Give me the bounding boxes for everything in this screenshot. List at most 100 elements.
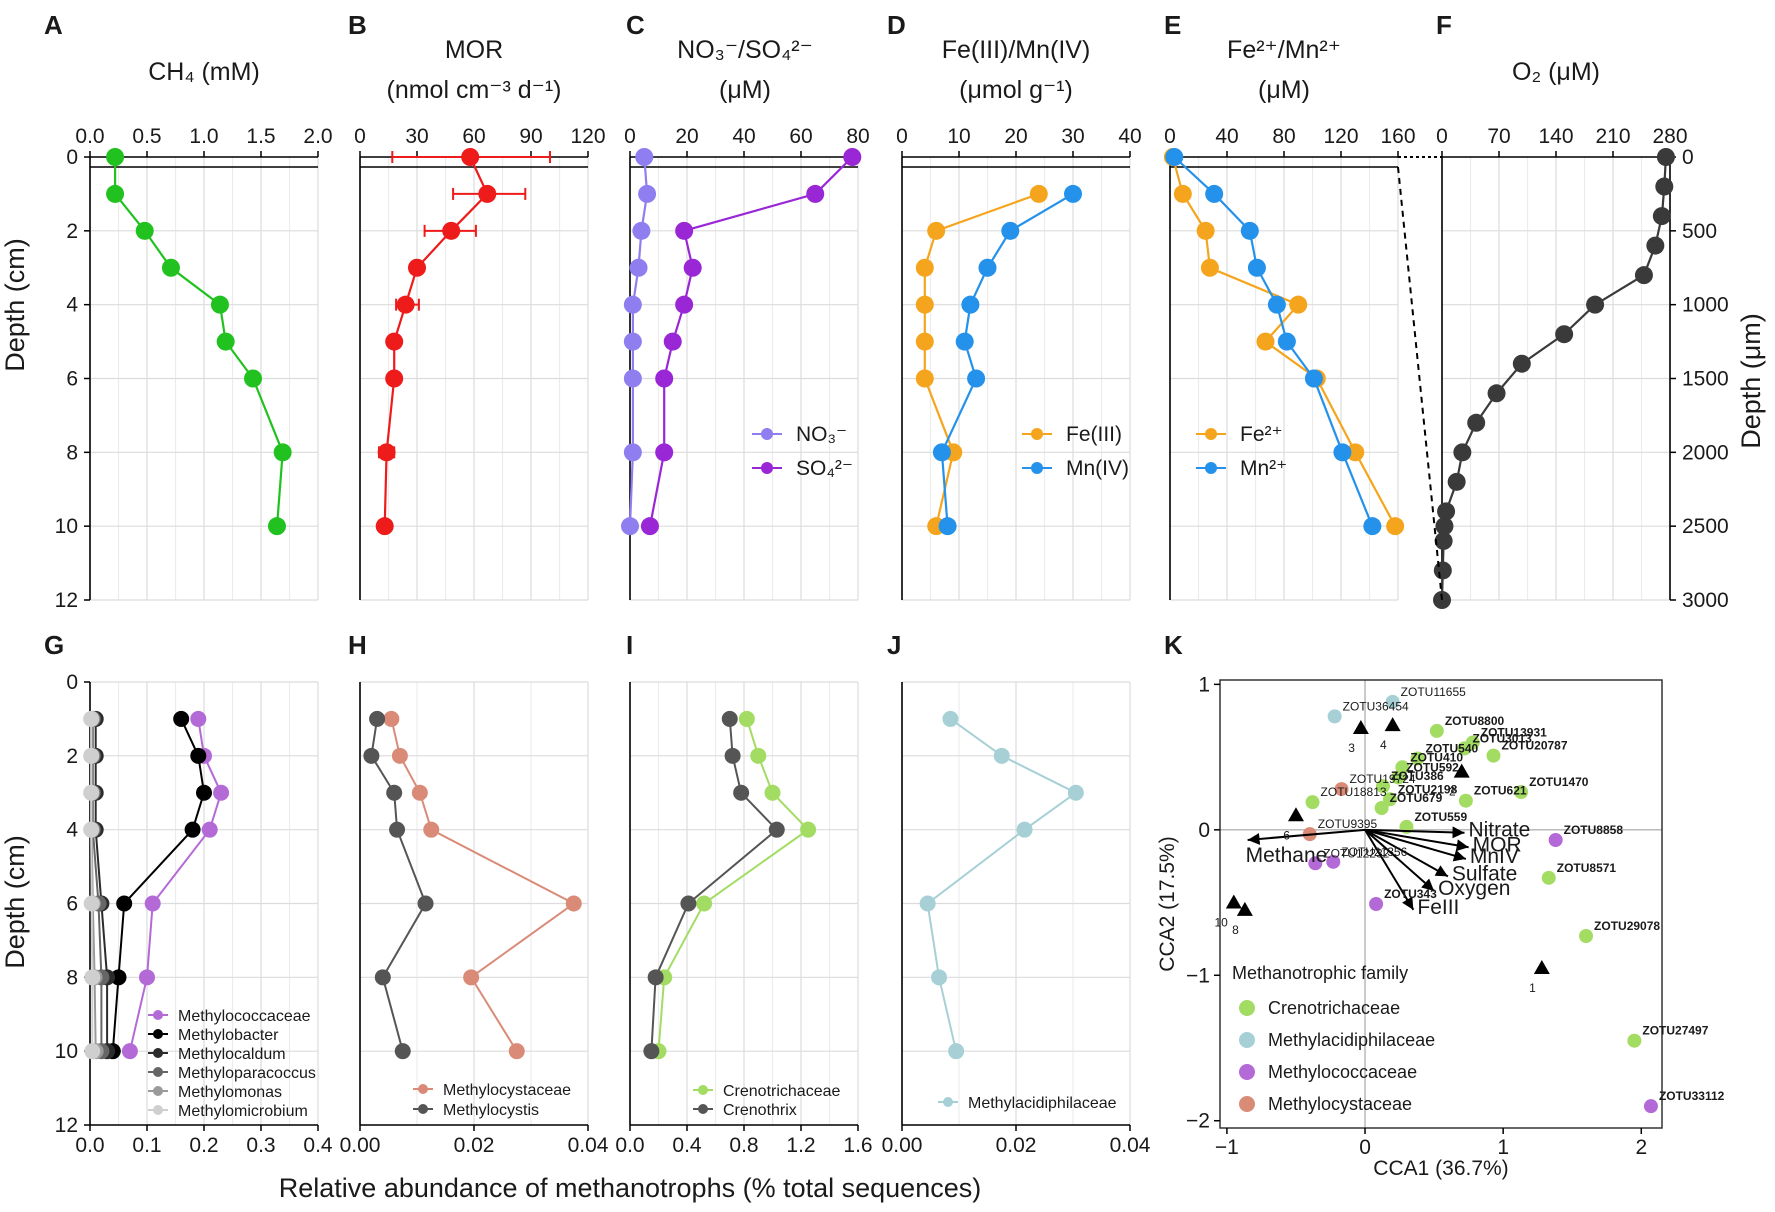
data-point-H-Methylocystis — [374, 969, 391, 986]
data-point-A-CH4 — [267, 517, 286, 536]
cca-env-vector-label: MOR — [1473, 833, 1522, 856]
shared-x-axis-label: Relative abundance of methanotrophs (% t… — [279, 1173, 981, 1203]
panel-letter-K: K — [1164, 630, 1183, 660]
data-point-H-Methylocystaceae — [508, 1043, 525, 1060]
data-point-C-SO42- — [640, 517, 659, 536]
y-tick-label-F: 500 — [1682, 220, 1717, 243]
x-tick-label-H: 0.02 — [454, 1134, 495, 1157]
y-tick-label-G: 2 — [66, 745, 78, 768]
data-point-D-FeIII — [915, 332, 934, 351]
y-tick-label-G: 4 — [66, 819, 78, 842]
data-point-C-NO3- — [635, 148, 654, 166]
cca-sample-triangle — [1225, 894, 1242, 909]
data-point-D-MnIV — [961, 295, 980, 314]
data-point-G-Methylococcaceae — [144, 895, 161, 912]
cca-sample-triangle — [1533, 960, 1550, 974]
x-tick-label-K: 2 — [1635, 1136, 1647, 1159]
data-point-H-Methylocystaceae — [423, 821, 440, 838]
x-tick-label-A: 2.0 — [303, 125, 332, 148]
cca-env-vector-label: Nitrate — [1468, 819, 1530, 842]
legend-key-dot-G — [153, 1105, 163, 1115]
data-point-C-NO3- — [629, 258, 648, 277]
x-tick-label-J: 0.02 — [996, 1134, 1037, 1157]
data-point-D-FeIII — [927, 221, 946, 240]
data-point-B-MOR — [478, 184, 497, 203]
data-point-C-SO42- — [655, 369, 674, 388]
cca-otu-label: ZOTU21356 — [1341, 845, 1407, 859]
data-point-E-Mn2+ — [1205, 184, 1224, 203]
cca-env-vector — [1247, 828, 1366, 845]
cca-legend-dot — [1239, 1096, 1255, 1112]
cca-otu-point — [1643, 1099, 1658, 1114]
cca-otu-point — [1579, 929, 1594, 943]
legend-key-dot-G — [153, 1029, 163, 1039]
cca-legend-dot — [1239, 1064, 1255, 1080]
data-point-F-O2 — [1655, 177, 1674, 196]
data-point-J-Methylacidiphilaceae — [948, 1043, 965, 1060]
cca-otu-point — [1334, 782, 1349, 797]
data-point-D-MnIV — [1001, 221, 1020, 240]
panel-letter-E: E — [1164, 10, 1181, 40]
data-point-G-Methylococcaceae — [213, 784, 230, 801]
data-point-F-O2 — [1433, 591, 1451, 609]
data-point-J-Methylacidiphilaceae — [1067, 784, 1084, 801]
cca-otu-label: ZOTU410 — [1410, 750, 1463, 764]
data-point-B-MOR — [385, 369, 404, 388]
data-point-B-MOR — [377, 443, 396, 462]
y-tick-label-F: 1000 — [1682, 294, 1729, 317]
cca-otu-label: ZOTU540 — [1426, 742, 1479, 756]
cca-otu-label: ZOTU19724 — [1350, 772, 1416, 786]
cca-otu-label: ZOTU13931 — [1481, 726, 1547, 740]
cca-sample-label: 4 — [1380, 738, 1387, 752]
data-point-E-Fe2+ — [1386, 517, 1405, 536]
x-tick-label-B: 90 — [519, 125, 542, 148]
data-point-E-Fe2+ — [1196, 221, 1215, 240]
cca-legend-label: Methylacidiphilaceae — [1268, 1030, 1435, 1050]
data-point-G-Methylomicrobium — [83, 895, 100, 912]
cca-otu-label: ZOTU18813 — [1321, 785, 1387, 799]
legend-label-G: Methylomicrobium — [178, 1103, 308, 1120]
data-point-A-CH4 — [273, 443, 292, 462]
cca-otu-point — [1458, 793, 1473, 808]
legend-label-C: NO₃⁻ — [796, 423, 847, 446]
legend-key-dot-I — [698, 1085, 708, 1095]
data-point-H-Methylocystaceae — [565, 895, 582, 912]
cca-sample-triangle — [1287, 807, 1304, 822]
legend-key-dot-G — [153, 1067, 163, 1077]
cca-otu-point — [1326, 854, 1341, 869]
data-point-D-FeIII — [915, 369, 934, 388]
legend-key-dot-G — [153, 1010, 163, 1020]
data-point-C-NO3- — [623, 295, 642, 314]
x-tick-label-G: 0.2 — [189, 1134, 218, 1157]
panel-title-D: Fe(III)/Mn(IV) — [942, 36, 1091, 64]
cca-frame — [1219, 679, 1663, 1129]
data-point-H-Methylocystaceae — [411, 784, 428, 801]
left-y-axis-label-top: Depth (cm) — [0, 238, 30, 372]
data-point-F-O2 — [1433, 561, 1452, 580]
data-point-F-O2 — [1656, 148, 1675, 166]
data-point-G-Methylomicrobium — [84, 1043, 101, 1060]
cca-legend-dot — [1239, 1000, 1255, 1016]
legend-label-I: Crenothrix — [723, 1102, 797, 1119]
cca-otu-label: ZOTU8800 — [1445, 714, 1505, 728]
cca-legend-label: Methylococcaceae — [1268, 1062, 1417, 1082]
legend-label-I: Crenotrichaceae — [723, 1083, 841, 1100]
cca-otu-label: ZOTU8858 — [1564, 823, 1624, 837]
data-point-J-Methylacidiphilaceae — [1016, 821, 1033, 838]
data-point-E-Fe2+ — [1346, 443, 1365, 462]
x-tick-label-E: 120 — [1323, 125, 1358, 148]
x-tick-label-B: 0 — [354, 125, 366, 148]
data-point-G-Methylobacter — [173, 710, 190, 727]
cca-env-vector-label: Oxygen — [1438, 877, 1510, 900]
legend-key-dot-D — [1031, 428, 1043, 440]
data-point-I-Crenothrix — [647, 969, 664, 986]
x-tick-label-A: 0.5 — [132, 125, 161, 148]
cca-sample-triangle — [1453, 763, 1470, 778]
cca-otu-point — [1305, 795, 1320, 810]
data-point-B-MOR — [442, 221, 461, 240]
cca-sample-label: 6 — [1283, 828, 1290, 842]
y-tick-label-K: 1 — [1198, 673, 1210, 696]
cca-legend-dot — [1239, 1032, 1255, 1048]
data-point-J-Methylacidiphilaceae — [919, 895, 936, 912]
data-point-B-MOR — [408, 258, 426, 277]
